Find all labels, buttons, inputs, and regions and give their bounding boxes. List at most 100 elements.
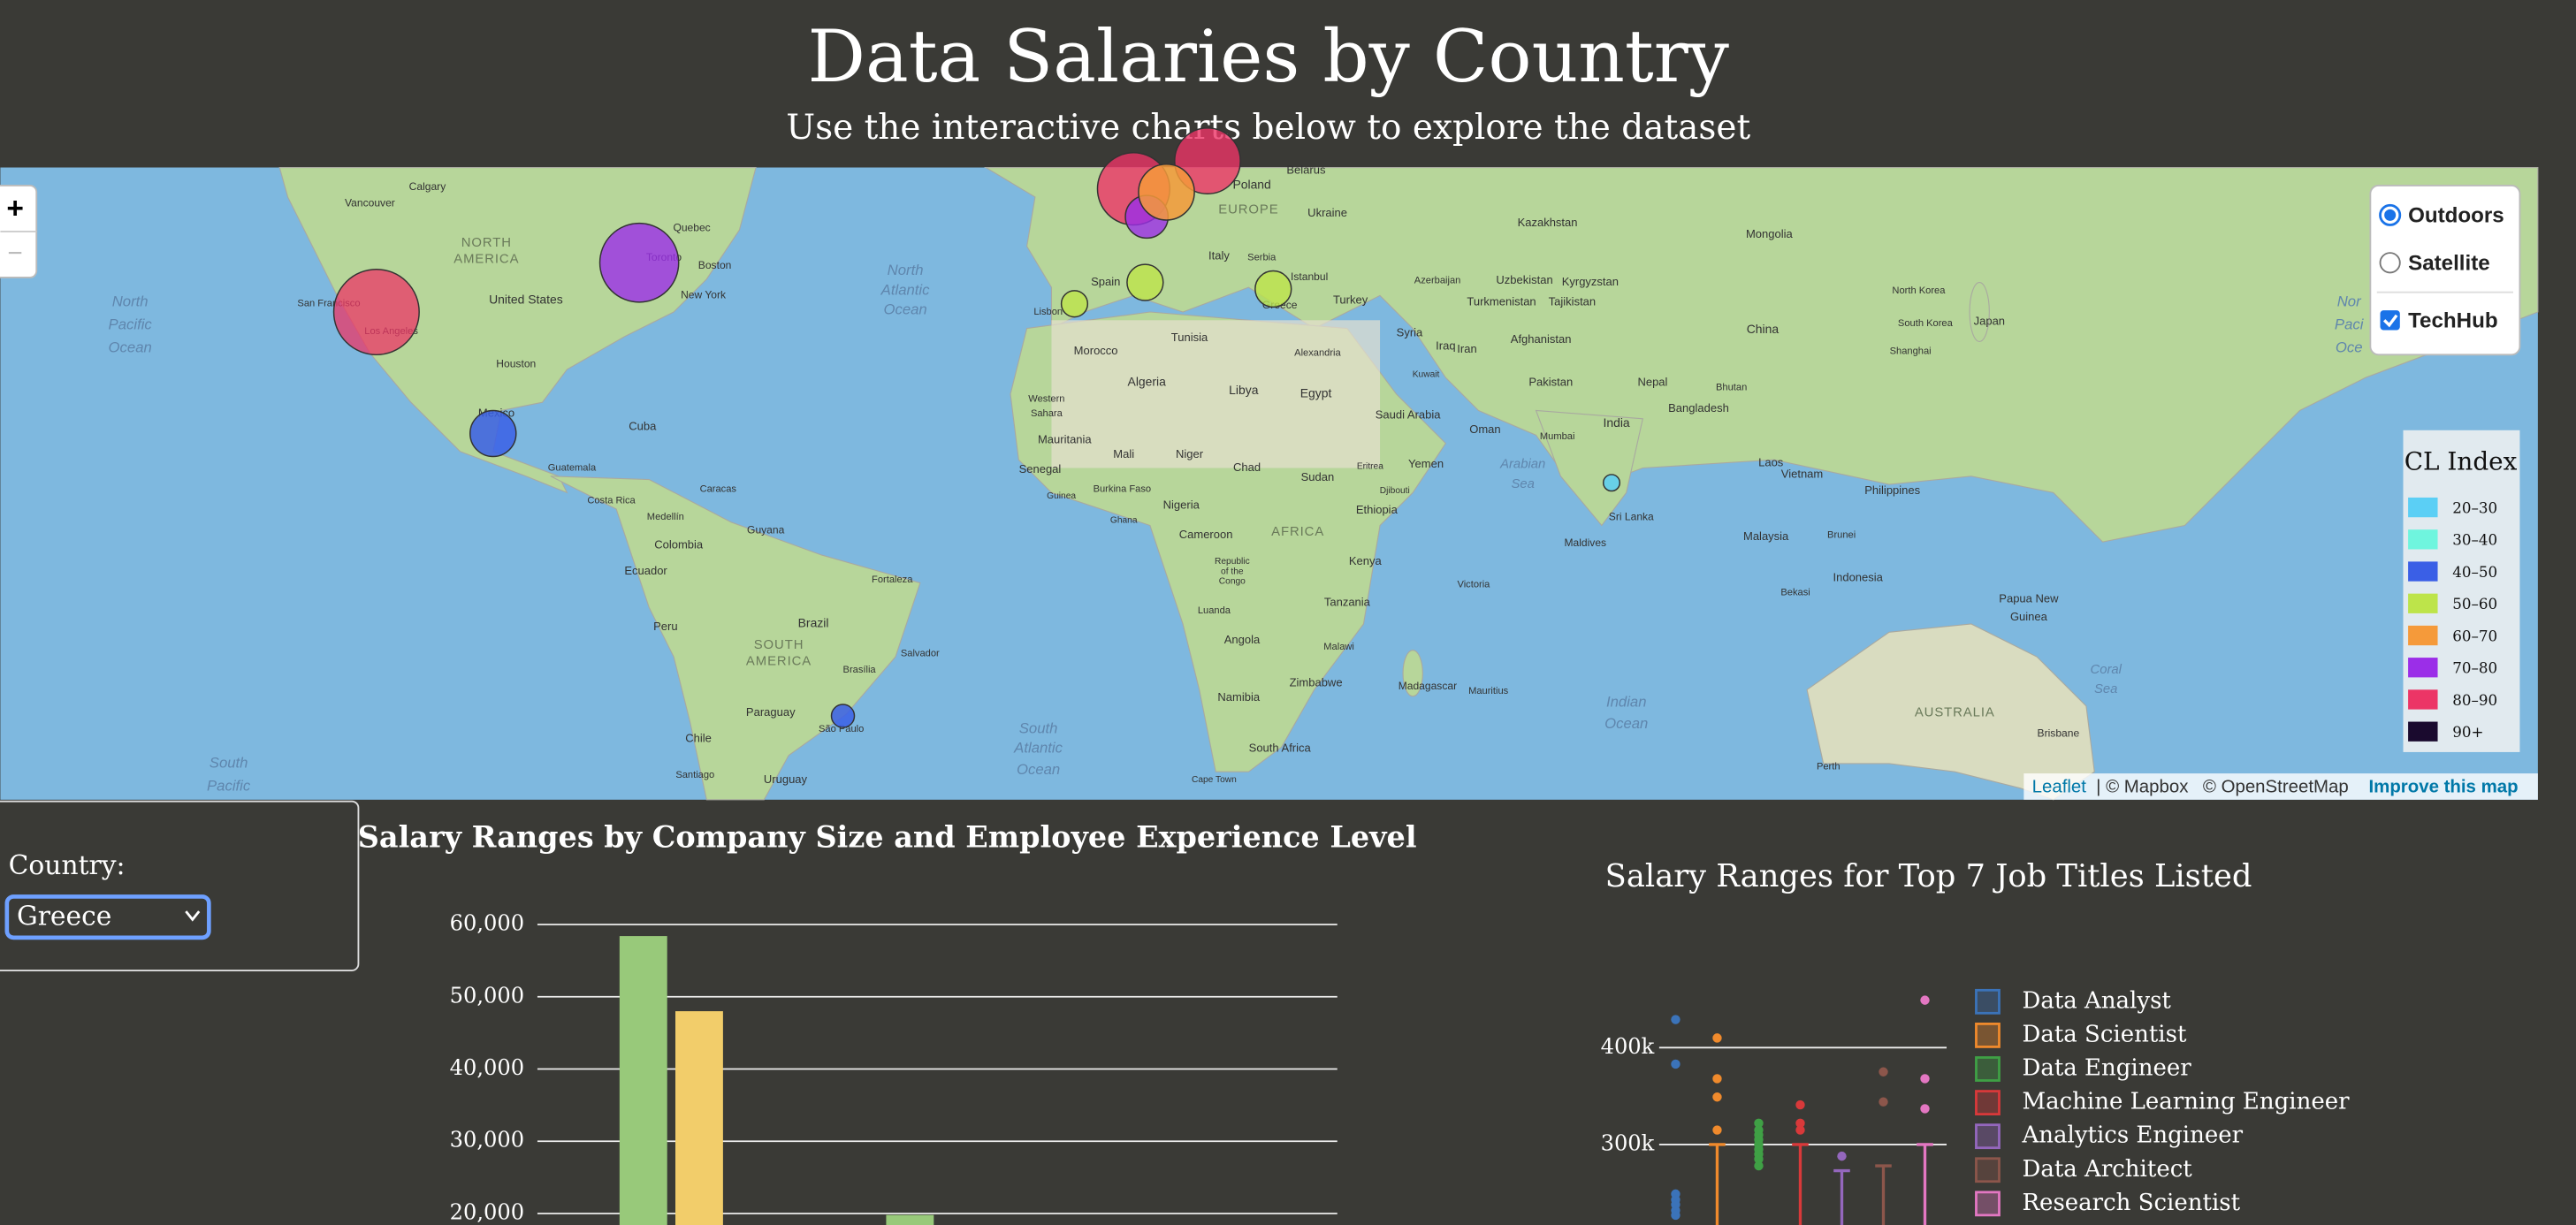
map-label: Tanzania — [1324, 595, 1371, 608]
map-label: Costa Rica — [587, 496, 636, 506]
bubble[interactable] — [598, 222, 680, 303]
select-chevron — [185, 910, 201, 922]
attribution-link[interactable]: Improve this map — [2369, 777, 2519, 796]
attribution-text[interactable]: © OpenStreetMap — [2203, 777, 2349, 796]
radio-satellite[interactable] — [2379, 252, 2401, 274]
map-label: Egypt — [1300, 386, 1332, 400]
map-label: Kenya — [1349, 554, 1383, 567]
japan — [1969, 282, 1990, 343]
map-label: Mali — [1113, 447, 1134, 460]
legend-swatch — [2408, 658, 2438, 678]
legend-label: Analytics Engineer — [2021, 1122, 2243, 1149]
map-label: Belarus — [1286, 164, 1326, 177]
map-label: Uruguay — [764, 772, 808, 786]
map-label: AMERICA — [746, 655, 812, 669]
legend-label: Data Engineer — [2022, 1054, 2191, 1081]
bar — [619, 936, 667, 1225]
map-label: Tajikistan — [1549, 294, 1596, 308]
map-label: Malaysia — [1743, 529, 1789, 543]
bubble[interactable] — [1138, 164, 1195, 221]
y-tick-label: 300k — [1601, 1130, 1655, 1155]
outlier — [1795, 1118, 1805, 1129]
map-label: Indian — [1606, 694, 1647, 711]
legend-swatch — [1975, 988, 2001, 1015]
map-label: Coral — [2090, 663, 2122, 677]
map-label: South Korea — [1898, 318, 1954, 329]
layer-label[interactable]: Satellite — [2408, 251, 2490, 275]
map-label: Atlantic — [880, 281, 930, 298]
map-label: Indonesia — [1833, 570, 1883, 583]
bubble[interactable] — [1602, 474, 1621, 492]
map-label: Serbia — [1247, 253, 1277, 263]
map-label: Poland — [1232, 178, 1270, 192]
map-label: Western — [1028, 393, 1064, 404]
zoom-in[interactable]: + — [6, 193, 24, 225]
map-label: Mumbai — [1540, 431, 1575, 442]
map-label: Ethiopia — [1356, 503, 1399, 516]
bubble[interactable] — [1174, 127, 1241, 194]
map-label: Algeria — [1128, 375, 1167, 389]
map-label: Ocean — [109, 339, 152, 355]
map-label: Istanbul — [1291, 270, 1328, 283]
legend-swatch — [2408, 625, 2438, 646]
map-label: Yemen — [1408, 457, 1444, 470]
legend-label: Research Scientist — [2022, 1190, 2240, 1216]
layer-label[interactable]: Outdoors — [2408, 204, 2504, 228]
map-label: Cuba — [629, 419, 657, 432]
overlay-label[interactable]: TechHub — [2408, 309, 2497, 333]
bubble[interactable] — [469, 409, 517, 458]
cl-legend: CL Index 20–30 30–40 40–50 50–60 60–70 70–80 8… — [2403, 430, 2520, 752]
map-label: Philippines — [1864, 483, 1920, 497]
legend-label: 40–50 — [2452, 563, 2497, 581]
legend-swatch — [1975, 1056, 2001, 1082]
map-label: Ocean — [1604, 715, 1648, 732]
zoom-out[interactable]: − — [7, 239, 22, 268]
map-label: Peru — [653, 620, 677, 633]
map-label: Brasília — [843, 665, 877, 675]
bubble[interactable] — [1126, 263, 1164, 301]
map-label: Nor — [2337, 293, 2362, 309]
bubble[interactable] — [332, 268, 420, 356]
legend-swatch — [1975, 1023, 2001, 1048]
bubble[interactable] — [1254, 270, 1292, 308]
selected-country[interactable]: Greece — [17, 902, 111, 932]
map-label: Malawi — [1323, 642, 1354, 652]
map-label: Boston — [698, 259, 732, 271]
legend-label: 70–80 — [2452, 659, 2497, 677]
map-label: Bekasi — [1780, 588, 1810, 598]
bubble[interactable] — [1060, 290, 1089, 318]
map-label: Bangladesh — [1668, 401, 1729, 415]
attribution-link[interactable]: Leaflet — [2032, 777, 2087, 796]
map[interactable]: North Pacific Ocean North Atlantic Ocean South… — [0, 127, 2539, 801]
map-label: Morocco — [1074, 344, 1118, 357]
map-label: North — [112, 293, 149, 309]
map-label: Salvador — [901, 648, 940, 658]
legend-label: 60–70 — [2452, 627, 2497, 644]
map-labels: North Pacific Ocean North Atlantic Ocean South… — [109, 164, 2365, 795]
radio-dot — [2384, 209, 2397, 221]
map-label: Luanda — [1198, 605, 1231, 616]
map-label: Madagascar — [1399, 680, 1457, 692]
legend-swatch — [2408, 497, 2438, 518]
map-label: Japan — [1974, 315, 2005, 328]
map-label: Sea — [2094, 682, 2117, 696]
map-label: Italy — [1208, 248, 1230, 262]
map-label: Pacific — [109, 316, 153, 332]
outlier — [1920, 995, 1930, 1005]
map-label: China — [1747, 322, 1780, 336]
map-label: Paci — [2335, 316, 2365, 332]
filter-panel: Country: Greece — [0, 800, 360, 971]
bubble[interactable] — [830, 704, 856, 728]
y-tick-label: 20,000 — [450, 1199, 524, 1224]
map-label: Perth — [1817, 762, 1841, 772]
checkbox-techhub[interactable] — [2380, 310, 2400, 331]
map-label: Sea — [1511, 477, 1534, 491]
country-select[interactable] — [4, 894, 211, 940]
attribution-text[interactable]: | © Mapbox — [2096, 777, 2188, 796]
map-label: Turkmenistan — [1467, 294, 1536, 308]
legend-title: CL Index — [2405, 446, 2518, 476]
outlier — [1712, 1092, 1722, 1102]
outlier — [1754, 1154, 1764, 1164]
